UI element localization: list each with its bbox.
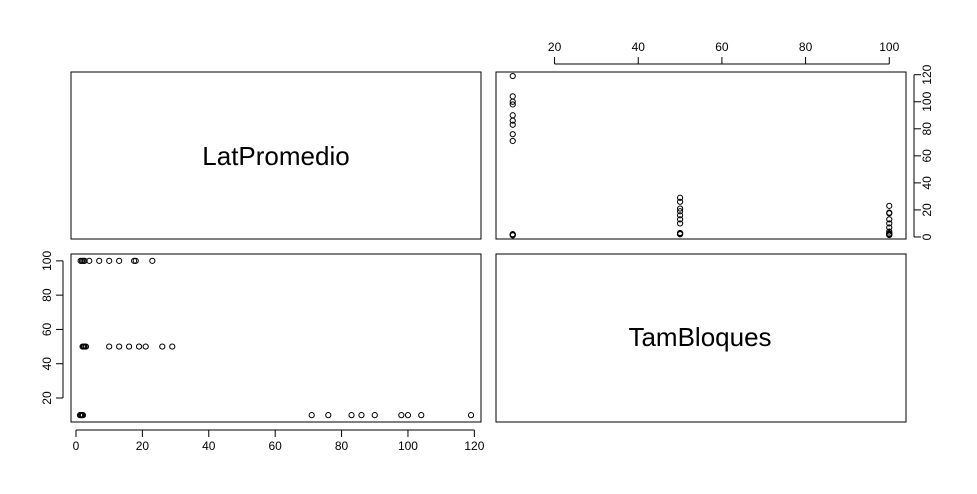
data-point-tam-vs-lat (676, 212, 684, 219)
x-axis-tick-label-bottom: 40 (202, 439, 216, 453)
data-point-tam-vs-lat (509, 121, 516, 128)
data-point-tam-vs-lat (509, 131, 516, 138)
data-point-lat-vs-tam (358, 412, 365, 419)
data-point-tam-vs-lat (676, 220, 684, 227)
data-point-lat-vs-tam (404, 412, 412, 419)
y-axis-tick-label-right: 0 (920, 233, 934, 240)
data-point-lat-vs-tam (308, 412, 315, 419)
data-point-tam-vs-lat (509, 231, 516, 238)
data-point-lat-vs-tam (86, 257, 93, 264)
x-axis-tick-label-top: 20 (548, 40, 562, 54)
data-point-tam-vs-lat (509, 117, 516, 124)
y-axis-tick-label-left: 20 (40, 391, 54, 405)
x-axis-tick-label-top: 60 (715, 40, 729, 54)
data-point-tam-vs-lat (676, 198, 684, 205)
data-point-tam-vs-lat (886, 224, 893, 231)
data-point-lat-vs-tam (130, 257, 138, 264)
data-point-tam-vs-lat (886, 202, 893, 209)
x-axis-tick-label-top: 80 (799, 40, 813, 54)
data-point-tam-vs-lat (886, 220, 893, 227)
data-point-lat-vs-tam (149, 257, 156, 264)
data-point-lat-vs-tam (116, 257, 123, 264)
data-point-lat-vs-tam (467, 412, 475, 419)
data-point-tam-vs-lat (509, 98, 516, 105)
data-point-lat-vs-tam (348, 412, 355, 419)
axes-layer: 0 20 40 60 80 100 120 20 40 60 80 100 20 40 60 80 100 0 20… (40, 40, 934, 453)
y-axis-tick-label-left: 80 (40, 288, 54, 302)
y-axis-tick-label-right: 40 (920, 176, 934, 190)
data-point-tam-vs-lat (509, 93, 516, 100)
data-point-tam-vs-lat (886, 216, 893, 223)
diag-label-latpromedio: LatPromedio (202, 141, 349, 171)
x-axis-tick-label-bottom: 120 (464, 439, 484, 453)
y-axis-tick-label-left: 40 (40, 357, 54, 371)
data-point-lat-vs-tam (96, 257, 103, 264)
y-axis-tick-label-right: 60 (920, 149, 934, 163)
points-layer (76, 72, 893, 419)
y-axis-tick-label-right: 80 (920, 122, 934, 136)
data-point-lat-vs-tam (82, 343, 90, 350)
x-axis-tick-label-bottom: 80 (335, 439, 349, 453)
data-point-lat-vs-tam (106, 343, 113, 350)
data-point-tam-vs-lat (886, 230, 893, 237)
data-point-tam-vs-lat (676, 205, 684, 212)
y-axis-tick-label-left: 100 (40, 251, 54, 271)
data-point-tam-vs-lat (509, 137, 516, 145)
x-axis-tick-label-top: 100 (879, 40, 899, 54)
data-point-tam-vs-lat (676, 216, 684, 223)
y-axis-tick-label-right: 120 (920, 64, 934, 84)
data-point-lat-vs-tam (159, 343, 166, 350)
data-point-tam-vs-lat (886, 228, 893, 235)
x-axis-tick-label-bottom: 20 (136, 439, 150, 453)
data-point-lat-vs-tam (325, 412, 332, 419)
data-point-lat-vs-tam (418, 412, 425, 419)
data-point-tam-vs-lat (509, 72, 516, 80)
y-axis-tick-label-right: 100 (920, 91, 934, 111)
panel-top-right (495, 71, 907, 240)
data-point-lat-vs-tam (125, 343, 133, 350)
data-point-lat-vs-tam (169, 343, 176, 350)
y-axis-tick-label-left: 60 (40, 322, 54, 336)
data-point-tam-vs-lat (509, 101, 516, 108)
panel-bottom-left (70, 253, 482, 423)
data-point-lat-vs-tam (116, 343, 123, 350)
panel-top-left (70, 71, 482, 240)
data-point-tam-vs-lat (676, 229, 684, 237)
data-point-lat-vs-tam (81, 257, 88, 264)
data-point-tam-vs-lat (676, 194, 684, 201)
data-point-lat-vs-tam (106, 257, 113, 264)
data-point-tam-vs-lat (509, 112, 516, 119)
x-axis-tick-label-bottom: 100 (398, 439, 418, 453)
data-point-tam-vs-lat (676, 208, 684, 215)
x-axis-tick-label-top: 40 (632, 40, 646, 54)
data-point-lat-vs-tam (135, 343, 143, 350)
x-axis-tick-label-bottom: 0 (73, 439, 80, 453)
diag-label-tambloques: TamBloques (628, 322, 771, 352)
data-point-tam-vs-lat (886, 210, 893, 217)
data-point-lat-vs-tam (398, 412, 405, 419)
panel-bottom-right (495, 253, 907, 423)
data-point-lat-vs-tam (142, 343, 149, 350)
data-point-lat-vs-tam (79, 412, 87, 419)
x-axis-tick-label-bottom: 60 (268, 439, 282, 453)
y-axis-tick-label-right: 20 (920, 203, 934, 217)
data-point-lat-vs-tam (371, 412, 378, 419)
